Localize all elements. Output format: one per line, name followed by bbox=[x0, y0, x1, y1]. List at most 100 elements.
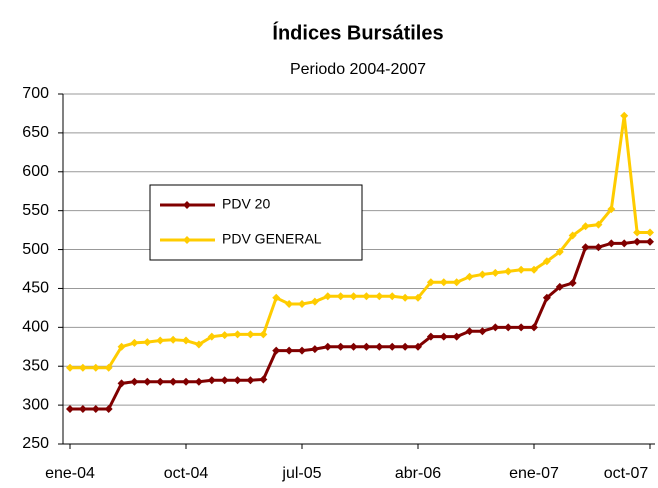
data-point bbox=[388, 342, 397, 351]
data-point bbox=[517, 265, 526, 274]
data-point bbox=[66, 405, 74, 413]
data-point bbox=[194, 377, 203, 386]
y-tick-label: 250 bbox=[22, 435, 49, 452]
data-point bbox=[194, 340, 203, 349]
data-point bbox=[646, 228, 654, 237]
y-tick-label: 350 bbox=[22, 357, 49, 374]
data-point bbox=[426, 278, 435, 287]
data-point bbox=[504, 323, 513, 332]
data-point bbox=[439, 332, 448, 341]
data-point bbox=[336, 342, 345, 351]
data-point bbox=[220, 331, 229, 340]
data-point bbox=[310, 297, 319, 306]
data-point bbox=[259, 375, 268, 384]
data-point bbox=[259, 330, 268, 339]
data-point bbox=[233, 330, 242, 339]
data-point bbox=[401, 342, 410, 351]
data-point bbox=[594, 220, 603, 229]
series-line bbox=[70, 115, 650, 370]
data-point bbox=[542, 293, 551, 302]
data-point bbox=[91, 405, 100, 413]
data-point bbox=[414, 293, 422, 302]
y-tick-label: 650 bbox=[22, 124, 49, 141]
data-point bbox=[620, 239, 629, 248]
data-point bbox=[646, 237, 654, 246]
y-tick-label: 500 bbox=[22, 241, 49, 258]
data-point bbox=[207, 376, 216, 385]
data-point bbox=[272, 293, 281, 302]
data-point bbox=[375, 342, 384, 351]
y-tick-label: 700 bbox=[22, 85, 49, 102]
data-point bbox=[530, 323, 538, 332]
data-point bbox=[130, 377, 139, 386]
data-point bbox=[439, 278, 448, 287]
y-tick-label: 600 bbox=[22, 163, 49, 180]
data-point bbox=[401, 293, 410, 302]
data-point bbox=[452, 278, 461, 287]
x-tick-label: ene-04 bbox=[45, 465, 95, 482]
data-point bbox=[349, 292, 358, 301]
data-point bbox=[607, 239, 616, 248]
data-point bbox=[362, 292, 371, 301]
data-point bbox=[375, 292, 384, 301]
series-line bbox=[70, 240, 650, 411]
data-point bbox=[323, 342, 332, 351]
x-tick-label: ene-07 bbox=[509, 465, 559, 482]
data-point bbox=[478, 327, 487, 336]
data-point bbox=[349, 342, 358, 351]
chart-title: Índices Bursátiles bbox=[272, 21, 443, 44]
x-tick-label: oct-04 bbox=[164, 465, 209, 482]
data-point bbox=[517, 323, 526, 332]
data-point bbox=[78, 405, 87, 413]
data-point bbox=[298, 346, 306, 355]
data-point bbox=[143, 338, 152, 347]
data-point bbox=[156, 377, 165, 386]
legend-marker bbox=[183, 201, 191, 209]
y-tick-label: 450 bbox=[22, 280, 49, 297]
data-point bbox=[117, 342, 126, 351]
data-point bbox=[169, 377, 178, 386]
data-point bbox=[156, 336, 165, 345]
data-point bbox=[285, 300, 294, 308]
data-point bbox=[207, 332, 216, 341]
chart-subtitle: Periodo 2004-2007 bbox=[290, 61, 426, 78]
data-point bbox=[530, 265, 538, 274]
data-point bbox=[568, 231, 577, 240]
data-point bbox=[594, 243, 603, 252]
data-point bbox=[323, 292, 332, 301]
x-tick-label: abr-06 bbox=[395, 465, 441, 482]
y-tick-label: 550 bbox=[22, 202, 49, 219]
data-point bbox=[362, 342, 371, 351]
data-point bbox=[130, 338, 139, 347]
legend-label: PDV GENERAL bbox=[222, 231, 322, 247]
data-point bbox=[285, 346, 294, 355]
data-point bbox=[310, 345, 319, 354]
legend-box bbox=[149, 184, 363, 261]
data-point bbox=[478, 270, 487, 279]
data-point bbox=[452, 332, 461, 341]
data-point bbox=[388, 292, 397, 301]
data-point bbox=[78, 363, 87, 372]
data-point bbox=[66, 363, 74, 372]
x-tick-label: jul-05 bbox=[281, 465, 321, 482]
data-point bbox=[581, 222, 590, 231]
data-point bbox=[555, 282, 564, 291]
data-point bbox=[607, 205, 616, 214]
y-tick-label: 400 bbox=[22, 319, 49, 336]
data-point bbox=[414, 342, 422, 351]
data-point bbox=[104, 363, 113, 372]
data-point bbox=[491, 268, 500, 277]
data-point bbox=[272, 346, 281, 355]
data-point bbox=[504, 267, 513, 276]
data-point bbox=[233, 376, 242, 385]
data-point bbox=[542, 257, 551, 266]
data-point bbox=[620, 111, 629, 120]
data-point bbox=[143, 377, 152, 386]
data-point bbox=[169, 335, 178, 344]
data-point bbox=[117, 379, 126, 388]
data-point bbox=[220, 376, 229, 385]
data-point bbox=[465, 272, 474, 281]
data-point bbox=[465, 327, 474, 336]
data-point bbox=[581, 243, 590, 252]
